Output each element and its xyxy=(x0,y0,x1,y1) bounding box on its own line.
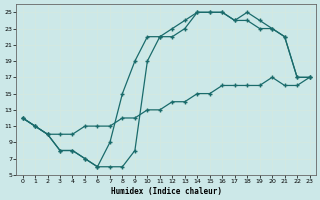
X-axis label: Humidex (Indice chaleur): Humidex (Indice chaleur) xyxy=(111,187,221,196)
